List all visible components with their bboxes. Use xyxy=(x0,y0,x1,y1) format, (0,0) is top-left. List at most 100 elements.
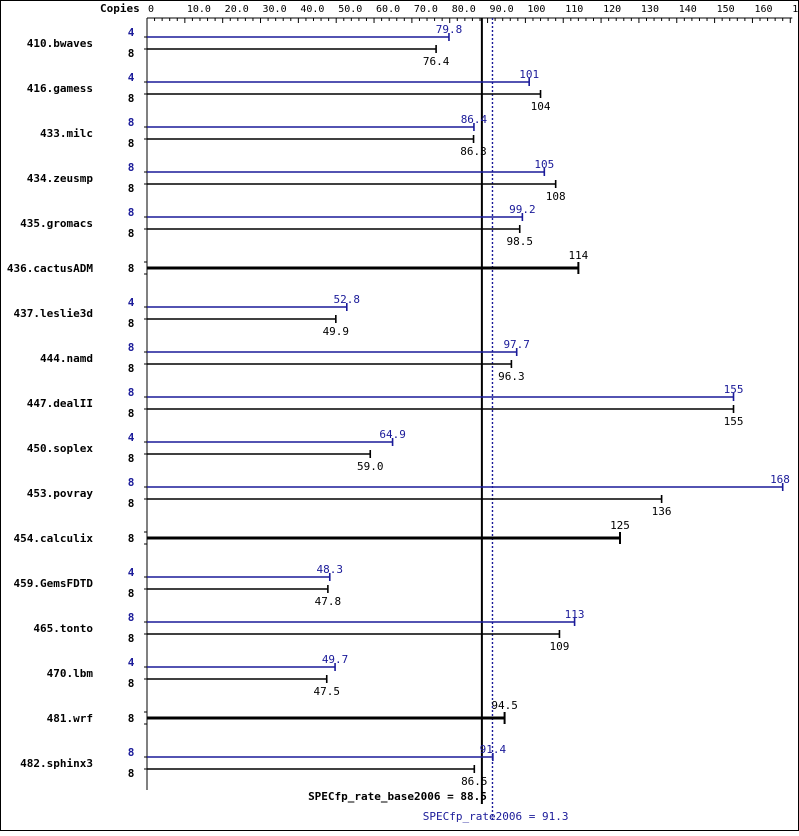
peak-value-label: 101 xyxy=(519,68,539,81)
peak-value-label: 64.9 xyxy=(379,428,406,441)
base-value-label: 109 xyxy=(550,640,570,653)
base-value-label: 98.5 xyxy=(506,235,533,248)
base-copies-label: 8 xyxy=(128,497,135,510)
benchmark-label: 433.milc xyxy=(40,127,93,140)
base-copies-label: 8 xyxy=(128,407,135,420)
base-value-label: 47.5 xyxy=(313,685,340,698)
peak-copies-label: 8 xyxy=(128,206,135,219)
axis-tick-label: 120 xyxy=(603,4,621,15)
base-copies-label: 8 xyxy=(128,47,135,60)
peak-summary-label: SPECfp_rate2006 = 91.3 xyxy=(423,810,569,823)
benchmark-label: 453.povray xyxy=(27,487,94,500)
combined-value-label: 94.5 xyxy=(491,699,518,712)
base-copies-label: 8 xyxy=(128,677,135,690)
base-value-label: 59.0 xyxy=(357,460,384,473)
copies-label: 8 xyxy=(128,532,135,545)
peak-value-label: 97.7 xyxy=(503,338,530,351)
peak-copies-label: 8 xyxy=(128,161,135,174)
base-value-label: 76.4 xyxy=(423,55,450,68)
peak-copies-label: 8 xyxy=(128,611,135,624)
base-copies-label: 8 xyxy=(128,767,135,780)
axis-tick-label: 40.0 xyxy=(300,4,324,15)
base-copies-label: 8 xyxy=(128,182,135,195)
base-copies-label: 8 xyxy=(128,362,135,375)
peak-value-label: 113 xyxy=(565,608,585,621)
base-copies-label: 8 xyxy=(128,92,135,105)
copies-header: Copies xyxy=(100,2,140,15)
benchmark-label: 465.tonto xyxy=(33,622,93,635)
base-value-label: 104 xyxy=(531,100,551,113)
benchmark-label: 447.dealII xyxy=(27,397,93,410)
peak-value-label: 52.8 xyxy=(334,293,361,306)
base-copies-label: 8 xyxy=(128,227,135,240)
axis-tick-label: 140 xyxy=(679,4,697,15)
peak-copies-label: 4 xyxy=(128,71,135,84)
axis-tick-label: 150 xyxy=(717,4,735,15)
base-value-label: 136 xyxy=(652,505,672,518)
benchmark-label: 436.cactusADM xyxy=(7,262,93,275)
base-copies-label: 8 xyxy=(128,632,135,645)
peak-copies-label: 4 xyxy=(128,296,135,309)
axis-tick-label: 50.0 xyxy=(338,4,362,15)
base-value-label: 49.9 xyxy=(323,325,350,338)
benchmark-label: 459.GemsFDTD xyxy=(14,577,94,590)
axis-tick-label: 70.0 xyxy=(414,4,438,15)
peak-value-label: 99.2 xyxy=(509,203,536,216)
base-value-label: 86.3 xyxy=(460,145,487,158)
base-value-label: 155 xyxy=(724,415,744,428)
base-value-label: 96.3 xyxy=(498,370,525,383)
peak-copies-label: 8 xyxy=(128,746,135,759)
base-copies-label: 8 xyxy=(128,317,135,330)
axis-tick-label: 170 xyxy=(792,4,799,15)
peak-value-label: 48.3 xyxy=(317,563,344,576)
benchmark-label: 444.namd xyxy=(40,352,93,365)
benchmark-label: 481.wrf xyxy=(47,712,93,725)
axis-tick-label: 60.0 xyxy=(376,4,400,15)
axis-tick-label: 0 xyxy=(148,4,154,15)
axis-tick-label: 90.0 xyxy=(490,4,514,15)
copies-label: 8 xyxy=(128,712,135,725)
peak-value-label: 79.8 xyxy=(436,23,463,36)
benchmark-label: 470.lbm xyxy=(47,667,94,680)
benchmark-label: 434.zeusmp xyxy=(27,172,94,185)
base-copies-label: 8 xyxy=(128,137,135,150)
peak-copies-label: 8 xyxy=(128,341,135,354)
benchmark-label: 416.gamess xyxy=(27,82,93,95)
peak-value-label: 91.4 xyxy=(480,743,507,756)
peak-value-label: 86.4 xyxy=(461,113,488,126)
benchmark-label: 410.bwaves xyxy=(27,37,93,50)
combined-value-label: 114 xyxy=(568,249,588,262)
peak-value-label: 105 xyxy=(534,158,554,171)
axis-tick-label: 10.0 xyxy=(187,4,211,15)
peak-copies-label: 4 xyxy=(128,566,135,579)
peak-value-label: 155 xyxy=(724,383,744,396)
peak-copies-label: 8 xyxy=(128,116,135,129)
benchmark-label: 450.soplex xyxy=(27,442,94,455)
peak-value-label: 168 xyxy=(770,473,790,486)
base-value-label: 108 xyxy=(546,190,566,203)
copies-label: 8 xyxy=(128,262,135,275)
peak-copies-label: 8 xyxy=(128,476,135,489)
axis-tick-label: 30.0 xyxy=(263,4,287,15)
base-value-label: 86.5 xyxy=(461,775,488,788)
base-copies-label: 8 xyxy=(128,452,135,465)
benchmark-label: 435.gromacs xyxy=(20,217,93,230)
axis-tick-label: 100 xyxy=(527,4,545,15)
base-copies-label: 8 xyxy=(128,587,135,600)
base-value-label: 47.8 xyxy=(315,595,342,608)
axis-tick-label: 160 xyxy=(754,4,772,15)
axis-tick-label: 110 xyxy=(565,4,583,15)
axis-tick-label: 20.0 xyxy=(225,4,249,15)
peak-copies-label: 4 xyxy=(128,431,135,444)
axis-tick-label: 130 xyxy=(641,4,659,15)
benchmark-label: 482.sphinx3 xyxy=(20,757,93,770)
combined-value-label: 125 xyxy=(610,519,630,532)
benchmark-label: 454.calculix xyxy=(14,532,94,545)
peak-copies-label: 8 xyxy=(128,386,135,399)
axis-tick-label: 80.0 xyxy=(452,4,476,15)
base-summary-label: SPECfp_rate_base2006 = 88.5 xyxy=(308,790,487,803)
peak-copies-label: 4 xyxy=(128,26,135,39)
